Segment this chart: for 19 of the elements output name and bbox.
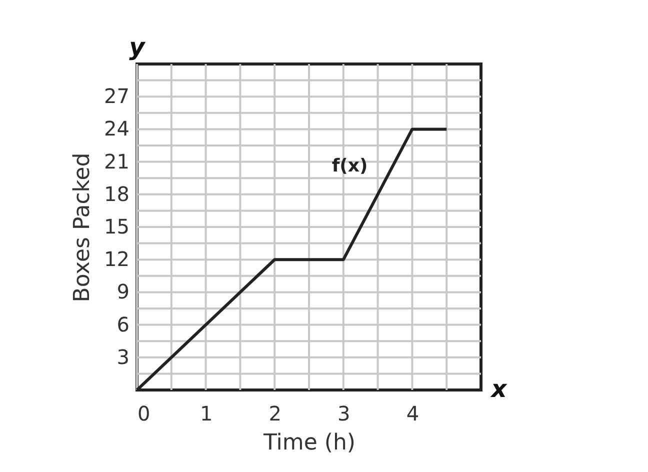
text: y: [129, 33, 146, 61]
x-tick-label: 1: [200, 402, 213, 426]
y-tick-label: 15: [104, 214, 130, 238]
x-tick-label: 2: [268, 402, 282, 426]
x-axis-title: Time (h): [262, 430, 356, 456]
y-tick-label: 3: [116, 344, 130, 369]
y-axis-title: Boxes Packed: [70, 152, 96, 302]
y-tick-label: 12: [104, 247, 130, 272]
x-tick-label: 4: [406, 402, 420, 426]
y-tick-label: 21: [104, 149, 130, 174]
y-tick-label: 18: [104, 182, 130, 206]
text: x: [490, 375, 508, 403]
y-tick-label: 24: [104, 116, 130, 141]
y-tick-label: 27: [104, 84, 130, 108]
y-tick-label: 9: [116, 280, 130, 304]
x-tick-label: 3: [338, 402, 350, 426]
series-label: f(x): [332, 155, 368, 176]
y-tick-label: 6: [116, 312, 130, 336]
x-tick-label: 0: [138, 402, 150, 426]
